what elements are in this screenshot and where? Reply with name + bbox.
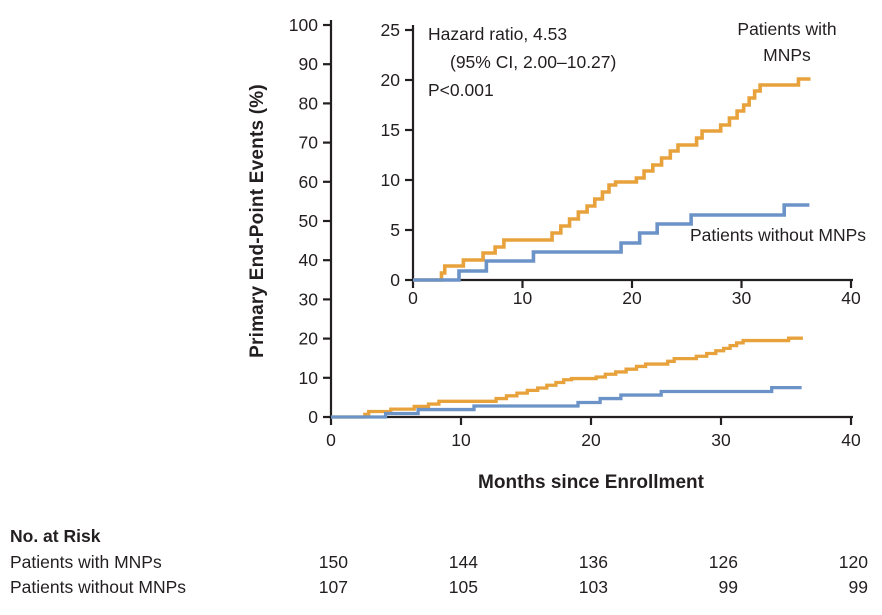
- main-panel-x-tick-label: 0: [326, 430, 336, 450]
- risk-value: 136: [578, 552, 608, 572]
- inset-panel-x-tick-label: 40: [841, 288, 861, 308]
- inset-panel: 0 5 10 15 20 25 0 10 20 30 40: [381, 20, 861, 308]
- main-panel-y-tick-label: 0: [308, 407, 318, 427]
- main-panel-y-tick-label: 100: [289, 15, 318, 35]
- risk-value: 105: [448, 577, 478, 597]
- inset-panel-y-tick-label: 0: [390, 270, 400, 290]
- risk-value: 99: [718, 577, 738, 597]
- inset-panel-y-tick-label: 25: [381, 20, 400, 40]
- main-panel-y-tick-label: 40: [299, 250, 319, 270]
- risk-value: 150: [318, 552, 348, 572]
- main-panel-curve-with-mnps: [331, 336, 803, 419]
- inset-panel-y-tick-label: 10: [381, 170, 401, 190]
- inset-panel-y-tick-label: 5: [390, 220, 400, 240]
- no-at-risk-heading: No. at Risk: [10, 526, 101, 546]
- main-panel-y-tick-label: 90: [299, 54, 319, 74]
- main-panel-y-tick-label: 20: [299, 329, 319, 349]
- main-panel-x-tick-label: 30: [711, 430, 731, 450]
- inset-panel-curve-without-mnps: [413, 203, 810, 282]
- hazard-ratio-annotation: Hazard ratio, 4.53 (95% CI, 2.00–10.27) …: [428, 20, 616, 104]
- inset-panel-x-tick-label: 0: [408, 288, 418, 308]
- inset-panel-x-tick-label: 10: [513, 288, 533, 308]
- risk-value: 107: [318, 577, 348, 597]
- main-panel-x-tick-label: 10: [451, 430, 471, 450]
- hazard-ratio-value: Hazard ratio, 4.53: [428, 24, 568, 44]
- main-panel-y-tick-label: 60: [299, 172, 319, 192]
- main-panel-y-tick-label: 80: [299, 93, 319, 113]
- main-panel-y-tick-label: 70: [299, 133, 319, 153]
- inset-panel-y-tick-label: 15: [381, 120, 400, 140]
- p-value: P<0.001: [428, 80, 494, 100]
- series-label-without-mnps: Patients without MNPs: [689, 225, 867, 245]
- inset-panel-x-tick-label: 30: [732, 288, 752, 308]
- risk-row-label-with-mnps: Patients with MNPs: [10, 552, 162, 572]
- risk-value: 99: [848, 577, 868, 597]
- main-panel-y-tick-label: 50: [299, 211, 319, 231]
- main-panel-y-tick-label: 30: [299, 289, 319, 309]
- main-panel-x-tick-label: 20: [581, 430, 601, 450]
- main-panel-x-tick-label: 40: [841, 430, 861, 450]
- series-label-with-mnps: Patients with MNPs: [737, 19, 837, 65]
- inset-panel-curve-with-mnps: [413, 77, 811, 282]
- x-axis-title: Months since Enrollment: [478, 472, 704, 493]
- risk-value: 144: [448, 552, 478, 572]
- inset-panel-x-tick-label: 20: [622, 288, 642, 308]
- risk-value: 126: [708, 552, 738, 572]
- risk-value: 103: [578, 577, 608, 597]
- y-axis-title: Primary End-Point Events (%): [247, 84, 268, 358]
- main-panel-y-tick-label: 10: [299, 368, 319, 388]
- risk-value: 120: [838, 552, 868, 572]
- main-panel-curve-without-mnps: [331, 385, 802, 419]
- inset-panel-y-tick-label: 20: [381, 70, 401, 90]
- hazard-ratio-ci: (95% CI, 2.00–10.27): [450, 52, 617, 72]
- risk-row-label-without-mnps: Patients without MNPs: [10, 577, 187, 597]
